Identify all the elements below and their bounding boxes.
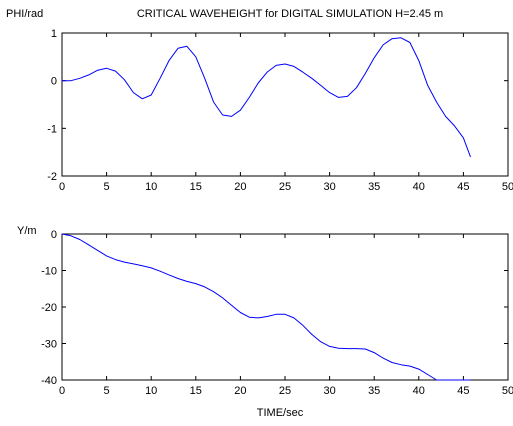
- y-tick-label: -2: [47, 171, 57, 183]
- x-tick-label: 35: [368, 385, 380, 397]
- x-tick-label: 45: [457, 385, 469, 397]
- x-tick-label: 30: [323, 385, 335, 397]
- x-tick-label: 20: [234, 181, 246, 193]
- x-tick-label: 40: [413, 385, 425, 397]
- axes-frame: [61, 233, 509, 381]
- y-tick-label: -20: [41, 302, 57, 314]
- series-line: [62, 37, 471, 158]
- x-tick-label: 20: [234, 385, 246, 397]
- series-line: [61, 233, 471, 381]
- x-tick-label: 50: [502, 385, 513, 397]
- x-tick-label: 15: [190, 385, 202, 397]
- y-tick-label: -40: [41, 375, 57, 387]
- x-axis-label: TIME/sec: [257, 407, 304, 419]
- x-tick-label: 5: [104, 181, 110, 193]
- x-tick-label: 10: [145, 385, 157, 397]
- y-axis-label: Y/m: [17, 225, 37, 237]
- y-tick-label: 1: [51, 28, 57, 40]
- y-axis-label: PHI/rad: [6, 8, 43, 20]
- x-tick-label: 25: [279, 181, 291, 193]
- x-tick-label: 0: [59, 385, 65, 397]
- figure-title: CRITICAL WAVEHEIGHT for DIGITAL SIMULATI…: [137, 8, 443, 20]
- x-tick-label: 35: [368, 181, 380, 193]
- x-tick-label: 50: [502, 181, 513, 193]
- x-tick-label: 30: [323, 181, 335, 193]
- y-tick-label: -30: [41, 339, 57, 351]
- x-tick-label: 5: [104, 385, 110, 397]
- y-tick-label: 0: [51, 76, 57, 88]
- x-tick-label: 10: [145, 181, 157, 193]
- x-tick-label: 15: [190, 181, 202, 193]
- y-tick-label: -1: [47, 123, 57, 135]
- x-tick-label: 45: [457, 181, 469, 193]
- x-tick-label: 0: [59, 181, 65, 193]
- axes-frame: [61, 32, 509, 177]
- y-tick-label: -10: [41, 266, 57, 278]
- x-tick-label: 40: [413, 181, 425, 193]
- y-tick-label: 0: [51, 229, 57, 241]
- y-subplot: 0 5 10 15 20 25 30 35 40 45 50 0 -10 -20 -30 -40 Y/m TIME…: [17, 225, 513, 419]
- x-tick-label: 25: [279, 385, 291, 397]
